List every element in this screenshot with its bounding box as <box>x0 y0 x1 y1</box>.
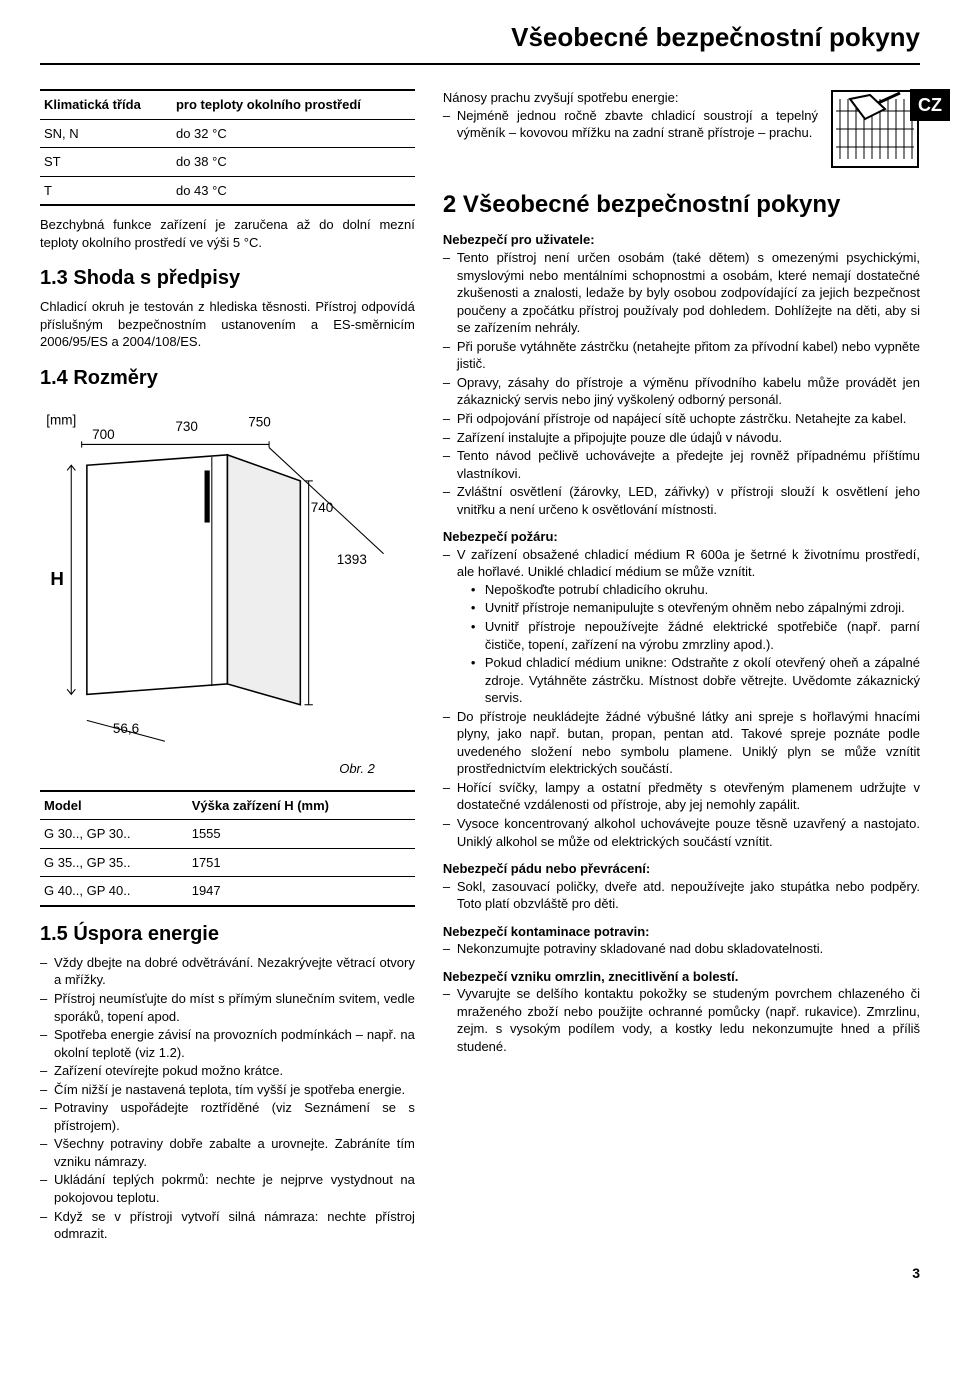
dust-cleaning-icon <box>830 89 920 169</box>
list-item: Přístroj neumísťujte do míst s přímým sl… <box>40 990 415 1025</box>
energy-saving-list: Vždy dbejte na dobré odvětrávání. Nezakr… <box>40 954 415 1243</box>
list-item: Spotřeba energie závisí na provozních po… <box>40 1026 415 1061</box>
list-item: Při poruše vytáhněte zástrčku (netahejte… <box>443 338 920 373</box>
table-row: Klimatická třída pro teploty okolního pr… <box>40 90 415 119</box>
danger-user-label: Nebezpečí pro uživatele: <box>443 231 920 249</box>
list-item: Vyvarujte se delšího kontaktu pokožky se… <box>443 985 920 1055</box>
list-item: Vždy dbejte na dobré odvětrávání. Nezakr… <box>40 954 415 989</box>
table-row: T do 43 °C <box>40 176 415 205</box>
list-item: Opravy, zásahy do přístroje a výměnu pří… <box>443 374 920 409</box>
page-title: Všeobecné bezpečnostní pokyny <box>40 20 920 65</box>
list-item: Nepoškoďte potrubí chladicího okruhu. <box>471 581 920 599</box>
climate-header-1: Klimatická třída <box>40 90 172 119</box>
danger-food-list: Nekonzumujte potraviny skladované nad do… <box>443 940 920 958</box>
list-item: Sokl, zasouvací poličky, dveře atd. nepo… <box>443 878 920 913</box>
list-item: Čím nižší je nastavená teplota, tím vyšš… <box>40 1081 415 1099</box>
danger-frost-label: Nebezpečí vzniku omrzlin, znecitlivění a… <box>443 968 920 986</box>
list-item: Zvláštní osvětlení (žárovky, LED, zářivk… <box>443 483 920 518</box>
list-item: Zařízení instalujte a připojujte pouze d… <box>443 429 920 447</box>
svg-text:730: 730 <box>175 419 198 434</box>
list-item: Nejméně jednou ročně zbavte chladicí sou… <box>443 107 818 142</box>
table-row: Model Výška zařízení H (mm) <box>40 791 415 820</box>
left-column: Klimatická třída pro teploty okolního pr… <box>40 89 415 1253</box>
section-1-3-text: Chladicí okruh je testován z hlediska tě… <box>40 298 415 351</box>
danger-fire-label: Nebezpečí požáru: <box>443 528 920 546</box>
list-item: Uvnitř přístroje nepoužívejte žádné elek… <box>471 618 920 653</box>
list-item: Ukládání teplých pokrmů: nechte je nejpr… <box>40 1171 415 1206</box>
table-row: G 40.., GP 40.. 1947 <box>40 877 415 906</box>
svg-text:700: 700 <box>92 427 115 442</box>
list-item: Všechny potraviny dobře zabalte a urovne… <box>40 1135 415 1170</box>
climate-header-2: pro teploty okolního prostředí <box>172 90 415 119</box>
table-row: SN, N do 32 °C <box>40 119 415 148</box>
dust-list: Nejméně jednou ročně zbavte chladicí sou… <box>443 107 818 142</box>
svg-text:H: H <box>50 568 64 589</box>
section-2-title: 2 Všeobecné bezpečnostní pokyny <box>443 189 920 221</box>
page-number: 3 <box>912 1264 920 1283</box>
table-row: G 35.., GP 35.. 1751 <box>40 848 415 877</box>
figure-caption: Obr. 2 <box>40 760 415 778</box>
list-item: Když se v přístroji vytvoří silná námraz… <box>40 1208 415 1243</box>
dust-intro: Nánosy prachu zvyšují spotřebu energie: <box>443 89 818 107</box>
section-1-3-title: 1.3 Shoda s předpisy <box>40 265 415 292</box>
climate-table: Klimatická třída pro teploty okolního pr… <box>40 89 415 206</box>
danger-fall-list: Sokl, zasouvací poličky, dveře atd. nepo… <box>443 878 920 913</box>
list-item: Nekonzumujte potraviny skladované nad do… <box>443 940 920 958</box>
climate-note: Bezchybná funkce zařízení je zaručena až… <box>40 216 415 251</box>
dimensions-diagram: [mm] 700 730 750 740 1393 H <box>40 408 415 752</box>
danger-frost-list: Vyvarujte se delšího kontaktu pokožky se… <box>443 985 920 1055</box>
svg-text:740: 740 <box>311 500 334 515</box>
list-item: Tento přístroj není určen osobám (také d… <box>443 249 920 337</box>
list-item: Tento návod pečlivě uchovávejte a předej… <box>443 447 920 482</box>
section-1-5-title: 1.5 Úspora energie <box>40 921 415 948</box>
list-item: V zařízení obsažené chladicí médium R 60… <box>443 546 920 707</box>
language-badge: CZ <box>910 89 950 121</box>
list-item: Při odpojování přístroje od napájecí sít… <box>443 410 920 428</box>
list-item: Hořící svíčky, lampy a ostatní předměty … <box>443 779 920 814</box>
list-item: Pokud chladicí médium unikne: Odstraňte … <box>471 654 920 707</box>
svg-text:1393: 1393 <box>337 552 367 567</box>
section-1-4-title: 1.4 Rozměry <box>40 365 415 392</box>
list-item: Zařízení otevírejte pokud možno krátce. <box>40 1062 415 1080</box>
table-row: G 30.., GP 30.. 1555 <box>40 820 415 849</box>
list-item: Potraviny uspořádejte roztříděné (viz Se… <box>40 1099 415 1134</box>
fire-bullet-list: Nepoškoďte potrubí chladicího okruhu. Uv… <box>457 581 920 707</box>
danger-user-list: Tento přístroj není určen osobám (také d… <box>443 249 920 518</box>
danger-fire-list: V zařízení obsažené chladicí médium R 60… <box>443 546 920 850</box>
model-table: Model Výška zařízení H (mm) G 30.., GP 3… <box>40 790 415 907</box>
list-item: Uvnitř přístroje nemanipulujte s otevřen… <box>471 599 920 617</box>
right-column: CZ Nánosy prachu zvyšují spotřebu energi… <box>443 89 920 1253</box>
svg-text:750: 750 <box>248 415 271 430</box>
table-row: ST do 38 °C <box>40 148 415 177</box>
danger-fall-label: Nebezpečí pádu nebo převrácení: <box>443 860 920 878</box>
list-item: Do přístroje neukládejte žádné výbušné l… <box>443 708 920 778</box>
list-item: Vysoce koncentrovaný alkohol uchovávejte… <box>443 815 920 850</box>
danger-food-label: Nebezpečí kontaminace potravin: <box>443 923 920 941</box>
svg-text:[mm]: [mm] <box>46 413 76 428</box>
